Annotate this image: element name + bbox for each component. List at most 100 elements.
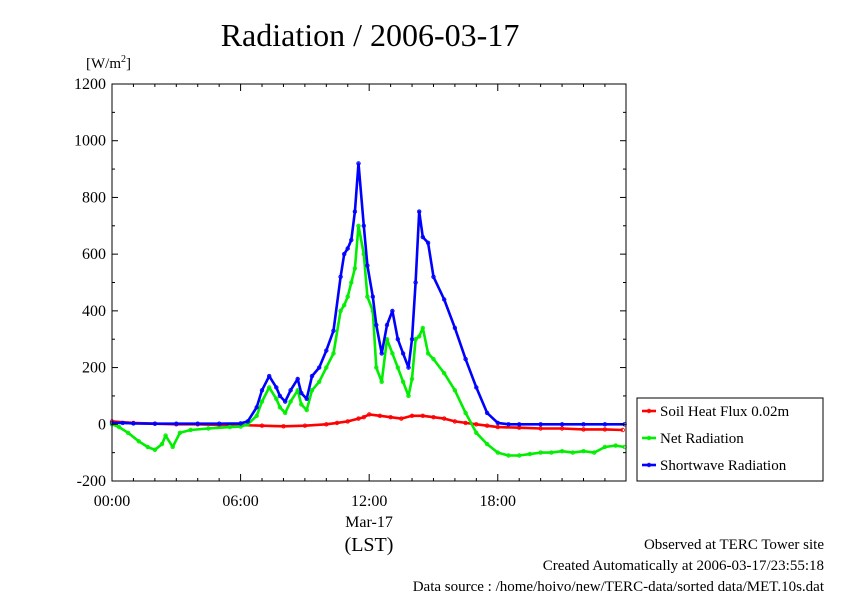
data-point-net-radiation [188,427,193,433]
data-point-soil-heat-flux-0-02m [324,422,329,427]
data-point-shortwave-radiation [425,240,431,245]
footer-created: Created Automatically at 2006-03-17/23:5… [543,558,824,574]
data-point-soil-heat-flux-0-02m [388,415,393,420]
data-point-shortwave-radiation [463,356,468,362]
data-point-shortwave-radiation [538,422,543,427]
data-point-soil-heat-flux-0-02m [602,427,608,432]
data-point-shortwave-radiation [406,365,411,370]
data-point-net-radiation [277,405,283,410]
data-point-shortwave-radiation [384,322,390,328]
data-point-net-radiation [299,402,304,407]
y-tick-label: 1000 [74,133,106,150]
data-point-soil-heat-flux-0-02m [559,426,565,431]
series-line-shortwave-radiation [112,162,625,426]
series-line-net-radiation [111,224,625,457]
data-point-soil-heat-flux-0-02m [345,419,350,424]
y-axis-unit: [W/m2] [86,54,131,72]
data-point-shortwave-radiation [349,237,354,243]
data-point-soil-heat-flux-0-02m [538,426,543,431]
data-point-soil-heat-flux-0-02m [361,415,366,420]
data-point-net-radiation [395,365,400,370]
data-point-net-radiation [352,266,358,271]
data-point-net-radiation [331,351,336,356]
x-tick-label: 18:00 [480,493,516,510]
data-point-shortwave-radiation [395,337,400,342]
footer-observed: Observed at TERC Tower site [644,537,824,553]
data-point-net-radiation [125,430,131,435]
data-point-net-radiation [349,280,354,285]
data-point-net-radiation [227,424,233,430]
x-tick-label: 12:00 [351,493,387,510]
data-point-net-radiation [317,379,322,384]
x-axis-label: (LST) [345,534,394,556]
data-point-net-radiation [206,426,211,431]
data-point-shortwave-radiation [409,337,415,342]
data-point-shortwave-radiation [370,294,375,299]
y-tick-label: 1200 [74,76,106,93]
data-point-shortwave-radiation [365,263,370,268]
data-point-shortwave-radiation [299,390,304,396]
axes: -200 0 200 400 600 800 1000 1200 00:00 06:00 12:00… [74,76,626,510]
y-tick-label: 0 [98,416,106,433]
y-tick-label: 800 [82,189,106,206]
data-point-net-radiation [517,453,522,458]
legend-box [636,397,824,482]
data-point-net-radiation [406,393,411,399]
data-point-net-radiation [324,365,329,370]
data-point-shortwave-radiation [361,223,366,228]
data-point-net-radiation [425,351,431,356]
data-point-soil-heat-flux-0-02m [474,422,479,427]
data-point-net-radiation [613,443,618,448]
data-point-net-radiation [177,430,183,435]
data-point-soil-heat-flux-0-02m [581,427,586,432]
y-tick-label: 200 [82,360,106,377]
data-point-net-radiation [163,433,168,438]
data-point-soil-heat-flux-0-02m [452,419,458,424]
data-point-shortwave-radiation [283,399,288,404]
data-point-net-radiation [452,388,458,393]
plot-area [109,161,627,458]
data-point-shortwave-radiation [195,421,200,426]
legend-label: Soil Heat Flux 0.02m [660,404,790,420]
data-point-net-radiation [417,334,422,339]
data-point-shortwave-radiation [131,421,136,426]
y-axis-unit-close: ] [126,56,131,72]
data-point-shortwave-radiation [356,161,361,166]
y-tick-label: 600 [82,246,106,263]
data-point-shortwave-radiation [400,351,406,356]
data-point-net-radiation [420,325,425,331]
data-point-net-radiation [374,365,379,370]
legend-marker [646,462,652,468]
x-date-label: Mar-17 [345,514,393,531]
data-point-net-radiation [431,356,436,362]
data-point-shortwave-radiation [288,388,293,393]
data-point-shortwave-radiation [431,274,436,279]
data-point-net-radiation [602,444,608,450]
data-point-soil-heat-flux-0-02m [259,423,265,428]
data-point-net-radiation [304,407,309,413]
data-point-shortwave-radiation [216,421,222,426]
data-point-net-radiation [365,294,370,299]
data-point-shortwave-radiation [474,385,479,390]
data-point-net-radiation [338,308,343,314]
data-point-shortwave-radiation [254,405,259,410]
data-point-shortwave-radiation [267,373,272,379]
data-point-soil-heat-flux-0-02m [463,420,468,426]
legend-label: Net Radiation [660,431,744,447]
legend-marker [646,435,652,441]
data-point-net-radiation [274,396,279,401]
data-point-shortwave-radiation [442,297,447,302]
x-tick-label: 06:00 [222,493,258,510]
data-point-net-radiation [474,430,479,435]
data-point-soil-heat-flux-0-02m [420,413,425,418]
data-point-shortwave-radiation [324,348,329,353]
data-point-shortwave-radiation [559,422,565,427]
data-point-shortwave-radiation [238,421,243,426]
data-point-soil-heat-flux-0-02m [302,423,308,428]
y-tick-label: -200 [77,473,106,490]
legend: Soil Heat Flux 0.02m Net Radiation Shortwa… [636,397,824,482]
data-point-shortwave-radiation [517,422,522,427]
data-point-shortwave-radiation [417,209,422,214]
data-point-shortwave-radiation [379,351,384,356]
data-point-net-radiation [267,385,272,390]
